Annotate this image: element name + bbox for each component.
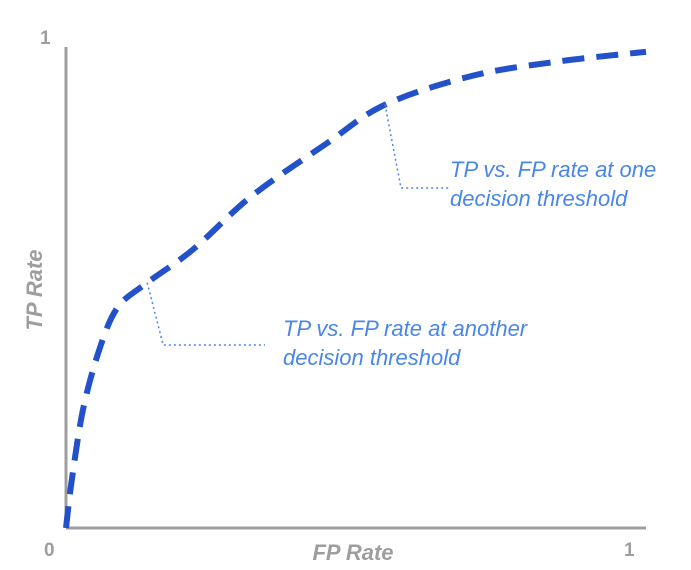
y-tick-1: 1 bbox=[40, 28, 51, 49]
x-axis-title: FP Rate bbox=[312, 540, 393, 565]
y-axis-title: TP Rate bbox=[22, 249, 47, 330]
axes bbox=[64, 47, 646, 530]
roc-curve-line bbox=[63, 48, 647, 529]
annotation-one-line-2: decision threshold bbox=[450, 186, 628, 211]
chart-marks bbox=[63, 48, 647, 529]
x-tick-1: 1 bbox=[624, 540, 635, 561]
leader-line-another bbox=[146, 282, 265, 346]
annotation-another-threshold: TP vs. FP rate at another decision thres… bbox=[283, 316, 533, 370]
leader-line-one bbox=[384, 104, 450, 189]
annotation-another-line-2: decision threshold bbox=[283, 345, 461, 370]
x-tick-0: 0 bbox=[44, 540, 55, 561]
annotation-one-line-1: TP vs. FP rate at one bbox=[450, 157, 656, 182]
annotation-another-line-1: TP vs. FP rate at another bbox=[283, 316, 529, 341]
annotation-one-threshold: TP vs. FP rate at one decision threshold bbox=[450, 157, 662, 211]
